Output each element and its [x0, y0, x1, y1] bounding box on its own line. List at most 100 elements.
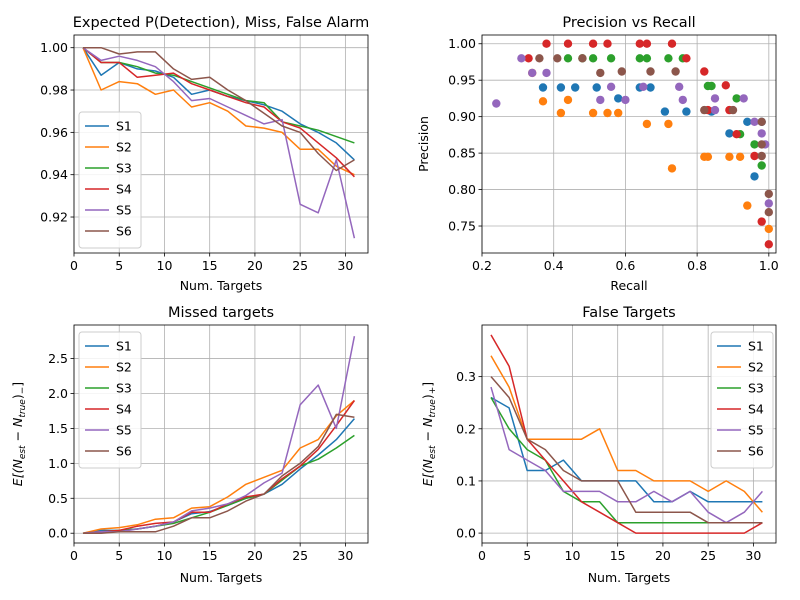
- x-tick-label: 20: [655, 548, 671, 563]
- scatter-point-s2: [664, 119, 673, 129]
- y-tick-label: 0.85: [448, 146, 476, 161]
- scatter-point-s5: [528, 68, 537, 78]
- scatter-point-s6: [617, 67, 626, 76]
- panel-frame: [73, 34, 369, 254]
- scatter-point-s6: [553, 54, 562, 63]
- y-tick-label: 0.3: [456, 369, 476, 384]
- scatter-point-s4: [635, 39, 644, 48]
- x-tick-label: 25: [292, 258, 308, 273]
- scatter-point-s5: [764, 199, 773, 208]
- scatter-point-s4: [757, 217, 766, 226]
- scatter-point-s1: [750, 172, 759, 181]
- legend-box: [78, 111, 142, 249]
- scatter-point-s5: [517, 54, 526, 63]
- scatter-point-s6: [764, 208, 773, 217]
- scatter-point-s5: [678, 95, 687, 105]
- scatter-point-s2: [538, 97, 548, 106]
- x-axis-label: Num. Targets: [180, 570, 263, 585]
- legend-label-s5: S5: [116, 203, 132, 218]
- scatter-point-s3: [606, 54, 616, 63]
- scatter-point-s6: [757, 151, 766, 161]
- scatter-point-s2: [735, 152, 745, 161]
- series-line-s2: [82, 47, 355, 176]
- y-tick-label: 1.00: [40, 40, 68, 55]
- x-tick-label: 5: [115, 258, 123, 273]
- x-tick-label: 0.6: [615, 258, 635, 273]
- series-line-s4: [490, 334, 763, 534]
- scatter-point-s5: [757, 129, 766, 138]
- scatter-point-s1: [682, 107, 691, 116]
- y-tick-label: 0.90: [448, 109, 476, 124]
- y-tick-label: 0.94: [40, 167, 68, 182]
- x-tick-label: 0.4: [544, 258, 564, 273]
- scatter-point-s2: [764, 224, 773, 234]
- legend-label-s1: S1: [116, 339, 132, 354]
- scatter-point-s6: [764, 189, 773, 199]
- scatter-point-s6: [596, 68, 605, 78]
- y-tick-label: 0.92: [40, 210, 68, 225]
- scatter-point-s1: [571, 83, 580, 92]
- scatter-point-s4: [524, 54, 533, 63]
- scatter-point-s3: [635, 54, 644, 63]
- x-tick-label: 10: [565, 548, 581, 563]
- scatter-point-s3: [588, 54, 598, 63]
- y-tick-label: 1.0: [48, 456, 68, 471]
- y-tick-label: 0.2: [456, 421, 476, 436]
- scatter-point-s6: [728, 105, 738, 115]
- x-tick-label: 20: [247, 548, 263, 563]
- scatter-point-s4: [563, 39, 573, 48]
- legend-label-s1: S1: [748, 339, 764, 354]
- legend-label-s4: S4: [116, 402, 132, 417]
- legend-box: [710, 331, 774, 469]
- x-tick-label: 1.0: [759, 258, 779, 273]
- scatter-point-s3: [664, 54, 673, 63]
- series-line-s5: [82, 336, 356, 534]
- y-tick-label: 0.0: [456, 526, 476, 541]
- x-tick-label: 25: [292, 548, 308, 563]
- y-tick-label: 1.5: [48, 421, 68, 436]
- scatter-point-s6: [757, 140, 766, 149]
- series-line-s2: [82, 399, 355, 534]
- legend-label-s6: S6: [116, 444, 132, 459]
- legend-label-s3: S3: [748, 381, 764, 396]
- x-tick-label: 25: [700, 548, 716, 563]
- scatter-point-s3: [750, 140, 759, 149]
- scatter-point-s6: [671, 67, 680, 76]
- scatter-point-s3: [757, 161, 766, 170]
- x-tick-label: 0: [70, 548, 78, 563]
- y-tick-label: 0.0: [48, 526, 68, 541]
- scatter-point-s5: [750, 117, 759, 127]
- x-tick-label: 0.8: [687, 258, 707, 273]
- scatter-point-s5: [710, 94, 720, 103]
- panel-missed: 0 5 10 15 20 25 30 0.0 0.5 1.0 1.5 2.0 2.5 Missed ta…: [10, 305, 369, 585]
- scatter-point-s4: [700, 67, 709, 76]
- scatter-point-s4: [542, 39, 551, 48]
- x-tick-label: 0: [70, 258, 78, 273]
- x-tick-label: 5: [523, 548, 531, 563]
- panel-frame: [73, 324, 369, 544]
- scatter-point-s2: [725, 152, 734, 161]
- x-tick-label: 15: [202, 548, 218, 563]
- scatter-point-s1: [556, 83, 566, 92]
- scatter-point-s4: [732, 130, 741, 139]
- scatter-point-s5: [492, 99, 501, 108]
- x-axis-label: Num. Targets: [588, 570, 671, 585]
- legend-label-s5: S5: [116, 423, 132, 438]
- y-axis-label: E[(Nest − Ntrue)+]: [420, 382, 438, 486]
- scatter-point-s5: [710, 105, 720, 115]
- scatter-point-s3: [707, 81, 716, 91]
- scatter-point-s4: [764, 240, 773, 249]
- series-line-s6: [490, 376, 763, 524]
- y-tick-label: 0.98: [40, 83, 68, 98]
- scatter-point-s2: [556, 108, 566, 118]
- panel-precision-recall: 0.2 0.4 0.6 0.8 1.00.750.800.850.900.951.00 …: [416, 15, 779, 293]
- scatter-point-s3: [642, 54, 652, 63]
- series-line-s5: [82, 47, 356, 239]
- panel-title: Missed targets: [168, 305, 274, 321]
- scatter-point-s5: [675, 82, 684, 92]
- x-axis-label: Num. Targets: [180, 278, 263, 293]
- x-tick-label: 0: [478, 548, 486, 563]
- series-line-s3: [82, 47, 355, 144]
- legend-label-s2: S2: [116, 360, 132, 375]
